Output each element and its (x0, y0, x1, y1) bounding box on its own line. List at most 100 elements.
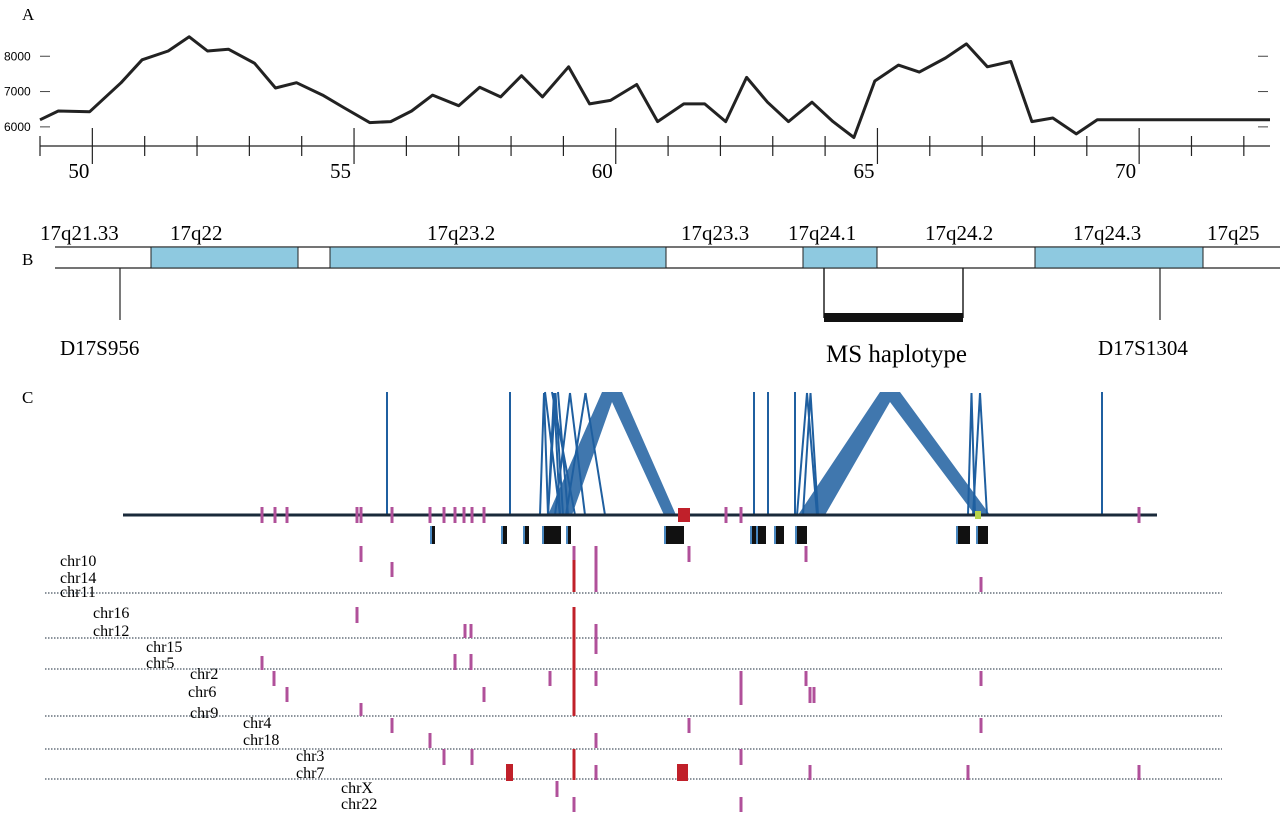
similarity-tick (272, 671, 276, 686)
similarity-tick (469, 654, 473, 670)
similarity-tick (453, 654, 457, 670)
band-label-17q24-1: 17q24.1 (788, 221, 856, 245)
similarity-tick (739, 797, 743, 812)
similarity-tick (572, 797, 576, 812)
panel-a-line-chart: 6000 7000 8000 50 55 60 65 70 (4, 35, 1270, 183)
baseline-marker (453, 507, 457, 523)
similarity-tick (739, 671, 743, 705)
duplication-line (544, 391, 561, 516)
density-block (666, 526, 684, 544)
similarity-tick (428, 733, 432, 748)
similarity-tick (594, 546, 598, 562)
panel-c-duplication-map: chr10chr14chr11chr16chr12chr15chr5chr2ch… (45, 391, 1222, 813)
duplication-bundle-right (798, 392, 990, 515)
density-block (503, 526, 507, 544)
similarity-tick (804, 671, 808, 686)
similarity-tick (572, 546, 576, 562)
chromosome-row-label: chr15 (146, 639, 182, 656)
similarity-tick (687, 718, 691, 733)
density-edge (501, 526, 503, 544)
band-17q24-3 (1034, 246, 1204, 269)
density-edge (523, 526, 525, 544)
baseline-marker (390, 507, 394, 523)
baseline-marker (260, 507, 264, 523)
chromosome-row-label: chr4 (243, 715, 271, 732)
similarity-tick (1137, 765, 1141, 780)
y-tick-label: 6000 (4, 120, 31, 134)
density-block (776, 526, 784, 544)
duplication-line (543, 392, 549, 516)
panel-b-cytoband-map: 17q21.33 17q22 17q23.2 17q23.3 17q24.1 1… (40, 221, 1280, 368)
density-edge (750, 526, 752, 544)
duplication-line (539, 392, 545, 516)
band-label-17q22: 17q22 (170, 221, 223, 245)
density-edge (774, 526, 776, 544)
duplication-line (796, 392, 808, 516)
band-17q22 (150, 246, 299, 269)
similarity-tick (739, 749, 743, 765)
similarity-tick (463, 624, 467, 638)
x-tick-label: 65 (853, 159, 874, 183)
baseline-marker (462, 507, 466, 523)
chromosome-row-label: chr18 (243, 732, 279, 749)
y-tick-label: 8000 (4, 49, 31, 63)
baseline-marker (285, 507, 289, 523)
similarity-tick (390, 562, 394, 577)
baseline-marker (355, 507, 359, 523)
similarity-tick (482, 687, 486, 702)
baseline-marker (442, 507, 446, 523)
density-edge (756, 526, 758, 544)
similarity-tick (979, 671, 983, 686)
similarity-tick (359, 703, 363, 716)
duplication-line (802, 392, 812, 516)
density-edge (664, 526, 666, 544)
baseline-marker (273, 507, 277, 523)
haplotype-bar (824, 313, 963, 322)
density-block (758, 526, 766, 544)
y-tick-label: 7000 (4, 85, 31, 99)
duplication-line (584, 392, 606, 516)
similarity-tick (555, 781, 559, 797)
density-edge (976, 526, 978, 544)
panel-label-a: A (22, 5, 35, 24)
similarity-highlight (506, 764, 513, 781)
similarity-tick (808, 765, 812, 780)
similarity-highlight (677, 764, 688, 781)
similarity-tick (804, 546, 808, 562)
x-tick-label: 55 (330, 159, 351, 183)
chromosome-row-label: chr6 (188, 684, 216, 701)
similarity-tick (812, 687, 816, 703)
band-label-17q25: 17q25 (1207, 221, 1260, 245)
similarity-tick (470, 749, 474, 765)
baseline-highlight (678, 508, 690, 522)
density-edge (795, 526, 797, 544)
similarity-tick (285, 687, 289, 702)
data-series-line (39, 35, 1270, 139)
duplication-line (547, 392, 555, 516)
band-label-17q21-33: 17q21.33 (40, 221, 119, 245)
x-tick-label: 50 (68, 159, 89, 183)
similarity-tick (442, 749, 446, 765)
density-edge (566, 526, 568, 544)
x-tick-label: 70 (1115, 159, 1136, 183)
baseline-marker (470, 507, 474, 523)
density-block (978, 526, 988, 544)
similarity-tick (572, 607, 576, 716)
density-edge (430, 526, 432, 544)
baseline-marker (428, 507, 432, 523)
chromosome-row-label: chr3 (296, 748, 324, 765)
similarity-tick (469, 624, 473, 638)
similarity-tick (355, 607, 359, 623)
density-block (568, 526, 571, 544)
similarity-tick (594, 765, 598, 780)
density-block (752, 526, 756, 544)
chromosome-row-label: chr2 (190, 666, 218, 683)
chromosome-row-label: chr10 (60, 553, 96, 570)
baseline-marker (1137, 507, 1141, 523)
baseline-marker (359, 507, 363, 523)
similarity-tick (572, 749, 576, 765)
density-block (525, 526, 529, 544)
marker-label-d17s956: D17S956 (60, 336, 139, 360)
similarity-tick (390, 718, 394, 733)
